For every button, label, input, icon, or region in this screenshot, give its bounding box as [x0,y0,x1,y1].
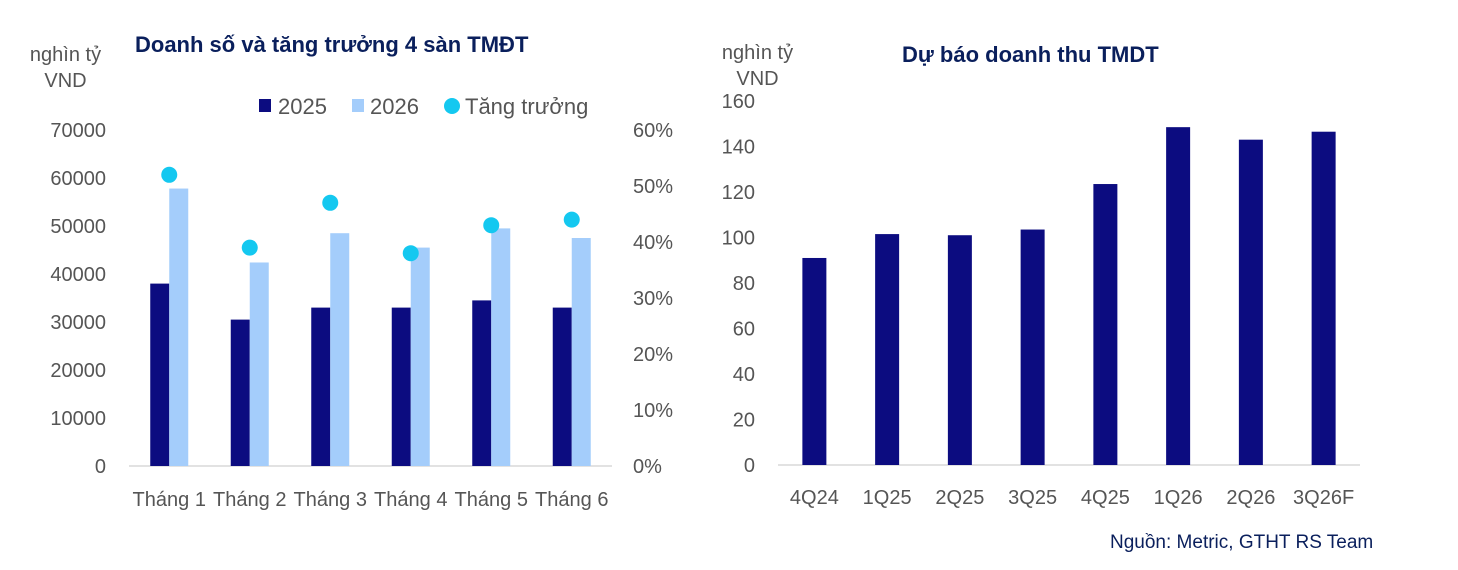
left-y-tick-label: 30000 [50,312,106,334]
source-note: Nguồn: Metric, GTHT RS Team [1110,532,1374,553]
growth-point [563,211,580,228]
bar-2025 [472,300,492,466]
left-x-tick-label: Tháng 2 [213,489,286,511]
right-x-tick-label: 4Q24 [790,487,839,509]
bar-2025 [391,307,411,466]
legend-label-growth: Tăng trưởng [465,94,588,119]
legend-swatch-2025 [259,99,271,112]
left-y-tick-label: 10000 [50,408,106,430]
right-x-tick-label: 3Q26F [1293,487,1354,509]
left-y-tick-label: 40000 [50,264,106,286]
growth-point [241,239,258,256]
forecast-bar [802,257,827,465]
right-chart: 160 140 120 100 80 60 40 20 0 4Q24 1Q25 2Q25 3Q25 4Q2… [722,91,1360,509]
left-chart: 70000 60000 50000 40000 30000 20000 10000 0 60% 5… [50,120,673,511]
left-x-tick-label: Tháng 4 [374,489,447,511]
growth-point [322,194,339,211]
growth-point [402,245,419,262]
forecast-bar [1093,184,1118,465]
forecast-bar [1311,131,1336,465]
right-y-tick-label: 160 [722,91,755,113]
left-x-tick-label: Tháng 3 [294,489,367,511]
forecast-bar [947,235,972,465]
growth-point [483,217,500,234]
left-y2-tick-label: 10% [633,400,673,422]
left-y2-tick-label: 20% [633,344,673,366]
left-unit-label: nghìn tỷ VND [18,42,113,94]
left-y2-tick-label: 0% [633,456,662,478]
left-y-tick-label: 70000 [50,120,106,142]
left-chart-title: Doanh số và tăng trưởng 4 sàn TMĐT [135,32,529,57]
bar-2025 [552,307,572,466]
forecast-bar [1238,139,1263,466]
right-chart-title: Dự báo doanh thu TMDT [902,42,1159,67]
left-y2-tick-label: 60% [633,120,673,142]
right-y-tick-label: 140 [722,137,755,159]
left-y-tick-label: 20000 [50,360,106,382]
bar-2025 [311,307,331,466]
left-y2-tick-label: 50% [633,176,673,198]
forecast-bar [1166,127,1191,465]
left-y-tick-label: 50000 [50,216,106,238]
left-y2-tick-label: 30% [633,288,673,310]
right-y-tick-label: 60 [733,319,755,341]
left-y2-tick-label: 40% [633,232,673,254]
right-y-tick-label: 120 [722,182,755,204]
bar-2025 [150,283,170,466]
forecast-bar [1020,229,1045,465]
growth-point [161,166,178,183]
legend-label-2025: 2025 [278,94,327,119]
legend-swatch-2026 [352,99,364,112]
left-x-tick-label: Tháng 5 [455,489,528,511]
right-y-tick-label: 100 [722,228,755,250]
bar-2026 [330,233,350,466]
right-x-tick-label: 4Q25 [1081,487,1130,509]
right-x-tick-label: 2Q25 [935,487,984,509]
bar-2026 [491,228,511,466]
right-y-tick-label: 80 [733,273,755,295]
right-y-tick-label: 0 [744,455,755,477]
left-unit-line1: nghìn tỷ [29,44,102,66]
bar-2026 [410,247,430,466]
bar-2025 [230,319,250,466]
right-unit-line1: nghìn tỷ [721,42,794,64]
bar-2026 [249,262,269,466]
forecast-bar [875,234,900,465]
left-y-tick-label: 0 [95,456,106,478]
left-x-tick-label: Tháng 6 [535,489,608,511]
bar-2026 [169,188,189,466]
left-x-tick-label: Tháng 1 [133,489,206,511]
bar-2026 [571,238,591,466]
right-y-tick-label: 20 [733,410,755,432]
right-x-tick-label: 1Q25 [863,487,912,509]
right-unit-label: nghìn tỷ VND [710,40,805,92]
legend-marker-growth [444,98,460,114]
right-x-tick-label: 1Q26 [1154,487,1203,509]
left-y-tick-label: 60000 [50,168,106,190]
legend-label-2026: 2026 [370,94,419,119]
left-unit-line2: VND [44,70,87,92]
right-unit-line2: VND [736,68,779,90]
right-x-tick-label: 2Q26 [1226,487,1275,509]
right-y-tick-label: 40 [733,364,755,386]
right-x-tick-label: 3Q25 [1008,487,1057,509]
